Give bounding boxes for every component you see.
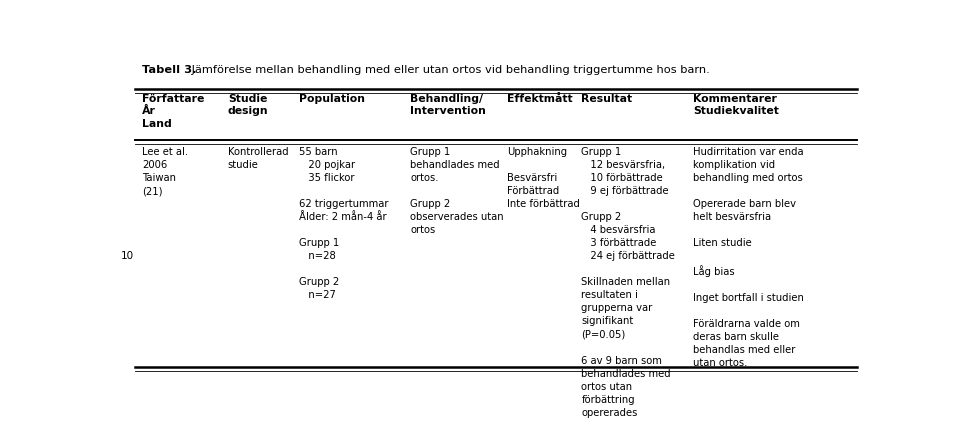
Text: Studie
design: Studie design	[228, 94, 269, 116]
Text: Effektmått: Effektmått	[507, 94, 572, 104]
Text: 10: 10	[121, 251, 134, 261]
Text: Kommentarer
Studiekvalitet: Kommentarer Studiekvalitet	[693, 94, 779, 116]
Text: 55 barn
   20 pojkar
   35 flickor

62 triggertummar
Ålder: 2 mån-4 år

Grupp 1
: 55 barn 20 pojkar 35 flickor 62 triggert…	[299, 147, 388, 300]
Text: Lee et al.
2006
Taiwan
(21): Lee et al. 2006 Taiwan (21)	[142, 147, 188, 196]
Text: Upphakning

Besvärsfri
Förbättrad
Inte förbättrad: Upphakning Besvärsfri Förbättrad Inte fö…	[507, 147, 580, 209]
Text: Kontrollerad
studie: Kontrollerad studie	[228, 147, 289, 170]
Text: Tabell 3.: Tabell 3.	[142, 65, 197, 74]
Text: Hudirritation var enda
komplikation vid
behandling med ortos

Opererade barn ble: Hudirritation var enda komplikation vid …	[693, 147, 804, 368]
Text: Grupp 1
behandlades med
ortos.

Grupp 2
observerades utan
ortos: Grupp 1 behandlades med ortos. Grupp 2 o…	[410, 147, 504, 235]
Text: Resultat: Resultat	[581, 94, 633, 104]
Text: Författare
År
Land: Författare År Land	[142, 94, 204, 129]
Text: Population: Population	[299, 94, 365, 104]
Text: Behandling/
Intervention: Behandling/ Intervention	[410, 94, 486, 116]
Text: Grupp 1
   12 besvärsfria,
   10 förbättrade
   9 ej förbättrade

Grupp 2
   4 b: Grupp 1 12 besvärsfria, 10 förbättrade 9…	[581, 147, 675, 418]
Text: Jämförelse mellan behandling med eller utan ortos vid behandling triggertumme ho: Jämförelse mellan behandling med eller u…	[188, 65, 710, 74]
